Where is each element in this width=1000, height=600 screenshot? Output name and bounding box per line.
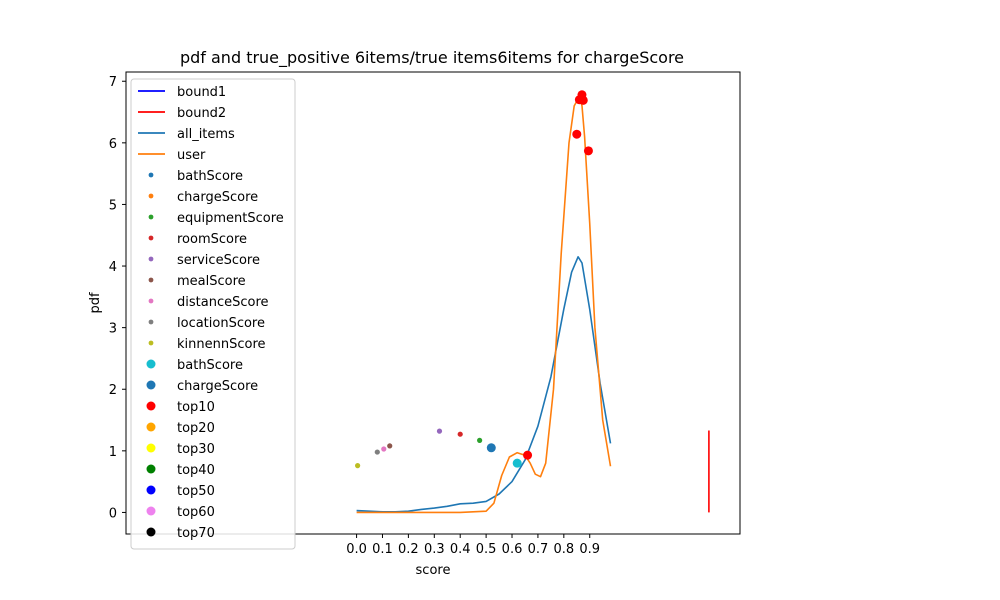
legend-swatch-top30 [146,443,156,453]
x-tick-label: 0.1 [372,542,393,557]
scatter-point-serviceScore [436,428,443,434]
scatter-point-equipmentScore [477,437,483,443]
legend-swatch-chargeScore [148,193,154,199]
y-axis-label: pdf [88,292,103,314]
x-tick-label: 0.7 [528,542,549,557]
legend-swatch-top20 [146,422,156,432]
legend-label-top20: top20 [177,421,215,436]
x-tick-label: 0.2 [398,542,419,557]
legend-label-mealScore: mealScore [177,274,246,289]
x-axis: 0.0 0.1 0.2 0.3 0.4 0.5 0.6 0.7 0.8 0.9 [346,534,600,557]
scatter-point-chargeScore-large [486,443,496,453]
series-line-user [356,95,612,514]
legend-swatch-equipmentScore [148,214,154,220]
scatter-point-top10-large [523,450,533,460]
x-tick-label: 0.0 [346,542,367,557]
legend-label-bathScore: bathScore [177,358,243,373]
chart-title: pdf and true_positive 6items/true items6… [180,48,684,68]
scatter-point-top10-large [583,146,593,156]
y-tick-label: 2 [109,383,117,398]
legend-label-top40: top40 [177,463,215,478]
legend-label-all_items: all_items [177,127,235,142]
scatter-point-bathScore-large [512,458,522,468]
y-axis: 0 1 2 3 4 5 6 7 [109,75,126,521]
legend-label-roomScore: roomScore [177,232,247,247]
legend-swatch-chargeScore [146,380,156,390]
legend-swatch-serviceScore [148,256,154,262]
scatter-point-top10-large [578,95,588,105]
legend-label-top60: top60 [177,505,215,520]
legend-swatch-bathScore [148,172,154,178]
legend-label-bound2: bound2 [177,106,226,121]
legend-swatch-top50 [146,485,156,495]
y-tick-label: 7 [109,75,117,90]
y-tick-label: 5 [109,198,117,213]
y-tick-label: 4 [109,260,117,275]
legend-label-top50: top50 [177,484,215,499]
y-tick-label: 6 [109,137,117,152]
legend-label-equipmentScore: equipmentScore [177,211,284,226]
legend-box [130,78,296,550]
x-tick-label: 0.6 [502,542,523,557]
scatter-point-distanceScore [381,446,387,452]
x-axis-label: score [416,563,451,578]
x-tick-label: 0.4 [450,542,471,557]
axes-frame [125,71,741,535]
legend-label-top30: top30 [177,442,215,457]
legend-label-locationScore: locationScore [177,316,265,331]
legend-label-chargeScore: chargeScore [177,379,258,394]
legend-label-bound1: bound1 [177,85,226,100]
y-tick-label: 3 [109,322,117,337]
legend-label-serviceScore: serviceScore [177,253,260,268]
x-tick-label: 0.3 [424,542,445,557]
legend-swatch-locationScore [148,319,154,325]
legend-label-top70: top70 [177,526,215,541]
legend-swatch-roomScore [148,235,154,241]
scatter-point-locationScore [374,449,380,455]
legend-swatch-bathScore [146,359,156,369]
scatter-point-roomScore [457,431,463,437]
legend-label-user: user [177,148,206,163]
y-tick-label: 0 [109,506,117,521]
x-tick-label: 0.8 [553,542,574,557]
scatter-point-top10-large [572,129,582,139]
legend-label-chargeScore: chargeScore [177,190,258,205]
legend-swatch-top60 [146,506,156,516]
legend-label-bathScore: bathScore [177,169,243,184]
plot-area [355,90,710,514]
scatter-point-mealScore [387,443,393,449]
legend-label-kinnennScore: kinnennScore [177,337,266,352]
legend-label-distanceScore: distanceScore [177,295,269,310]
y-tick-label: 1 [109,445,117,460]
legend-swatch-top70 [146,527,156,537]
legend-swatch-mealScore [148,277,154,283]
legend-swatch-distanceScore [148,298,154,304]
series-line-all_items [356,255,612,513]
scatter-point-kinnennScore [355,463,361,469]
x-tick-label: 0.9 [579,542,600,557]
x-tick-label: 0.5 [476,542,497,557]
legend-swatch-top40 [146,464,156,474]
legend-label-top10: top10 [177,400,215,415]
legend-swatch-kinnennScore [148,340,154,346]
legend-swatch-top10 [146,401,156,411]
